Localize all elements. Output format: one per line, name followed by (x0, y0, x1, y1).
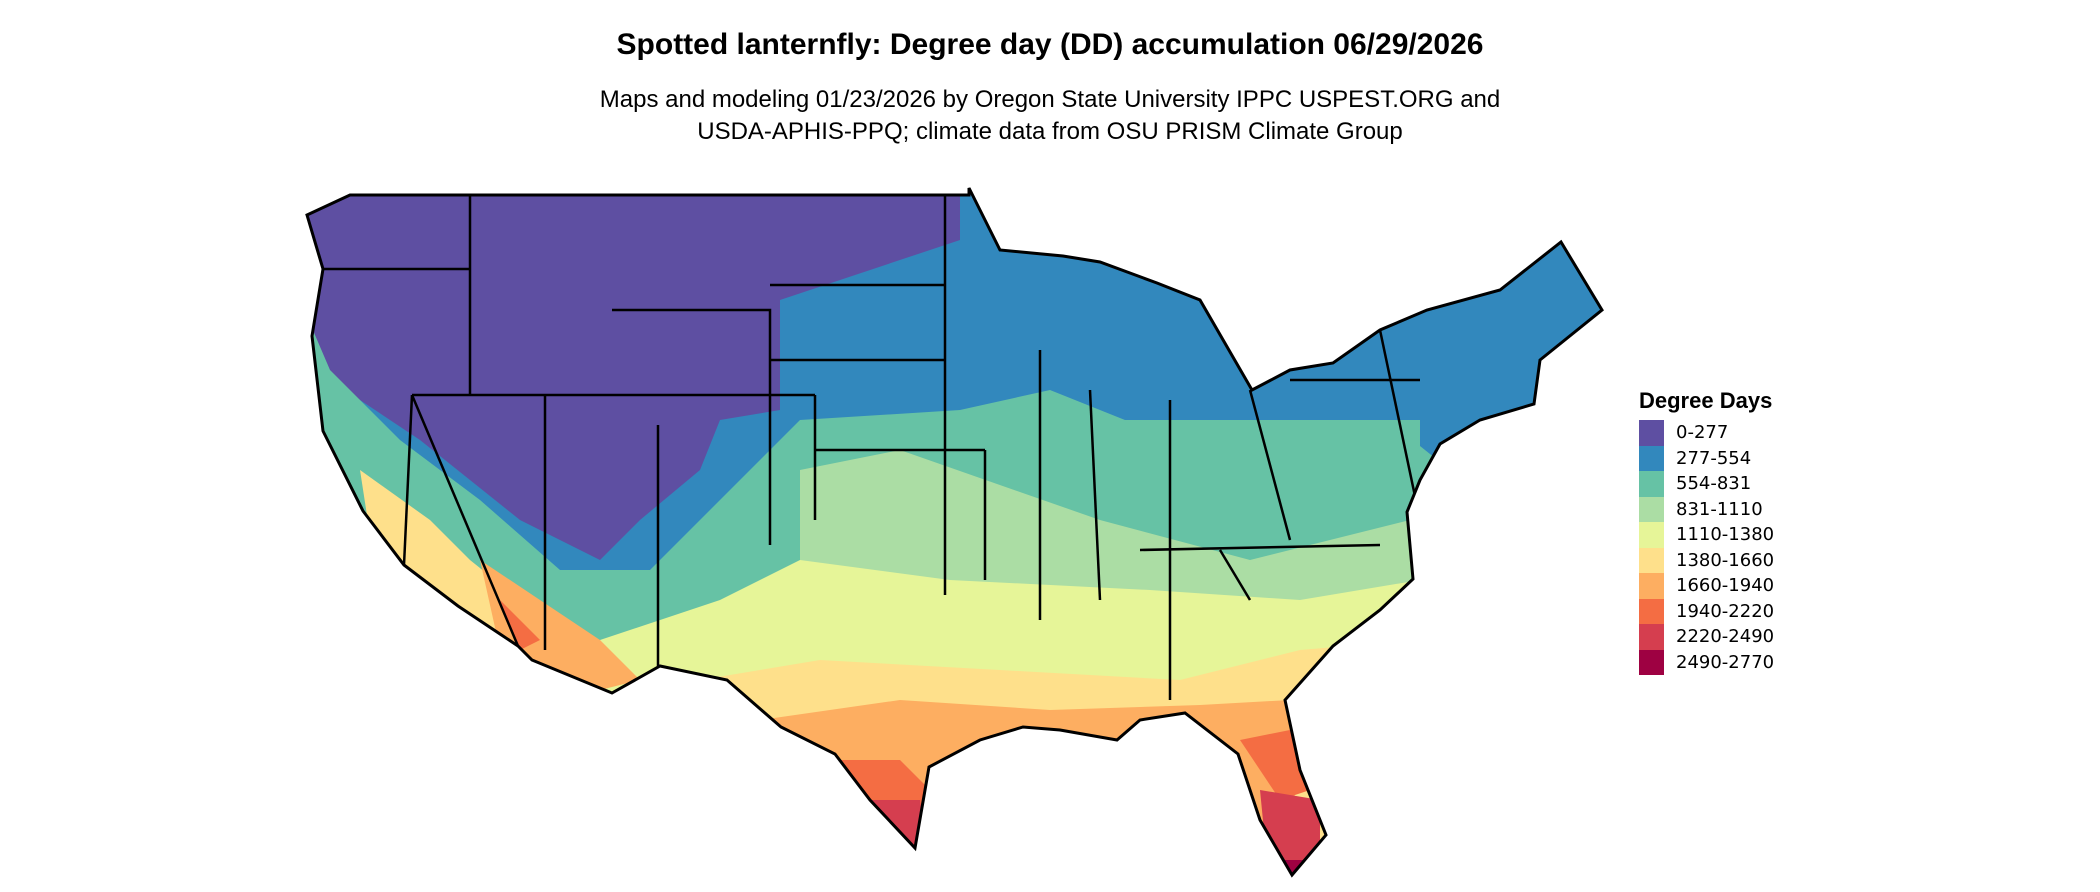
legend-swatch (1639, 624, 1664, 650)
legend-label: 554-831 (1676, 473, 1752, 495)
legend-label: 1110-1380 (1676, 524, 1775, 546)
legend-swatch (1639, 649, 1664, 675)
state-border (1248, 389, 1292, 541)
legend-label: 0-277 (1676, 422, 1729, 444)
dd-region-1940-2220 (500, 600, 540, 650)
dd-region-831-1110 (800, 450, 1420, 620)
legend-swatch (1639, 420, 1664, 446)
state-border (1088, 389, 1102, 601)
legend-item: 554-831 (1639, 471, 1774, 497)
dd-region-1940-2220 (1240, 730, 1310, 800)
legend-swatch (1639, 522, 1664, 548)
dd-region-1380-1660 (700, 640, 1420, 875)
map-subtitle-line-2: USDA-APHIS-PPQ; climate data from OSU PR… (697, 118, 1403, 145)
legend-title: Degree Days (1639, 388, 1773, 413)
legend-swatch (1639, 573, 1664, 599)
legend-item: 831-1110 (1639, 496, 1774, 522)
legend-label: 277-554 (1676, 447, 1752, 469)
legend-item: 1380-1660 (1639, 547, 1775, 573)
dd-region-0-277 (307, 190, 960, 560)
legend-swatch (1639, 496, 1664, 522)
state-border (410, 394, 520, 647)
legend-item: 277-554 (1639, 445, 1774, 471)
state-border (1378, 329, 1422, 521)
legend-label: 1380-1660 (1676, 549, 1775, 571)
state-border (1139, 543, 1381, 552)
legend: Degree Days 0-277 277-554 554-831 831-1110 1… (1639, 388, 1774, 675)
legend-item: 0-277 (1639, 420, 1774, 446)
legend-item: 2220-2490 (1639, 624, 1774, 650)
legend-swatch (1639, 598, 1664, 624)
state-border (1218, 549, 1252, 601)
legend-label: 1940-2220 (1676, 600, 1775, 622)
legend-item: 1110-1380 (1639, 522, 1774, 548)
dd-region-2220-2490 (1260, 790, 1320, 875)
legend-swatch (1639, 547, 1664, 573)
legend-label: 2220-2490 (1676, 626, 1775, 648)
state-border (612, 308, 772, 545)
legend-swatch (1639, 445, 1664, 471)
legend-item: 1660-1940 (1639, 573, 1774, 599)
legend-item: 2490-2770 (1639, 649, 1775, 675)
legend-item: 1940-2220 (1639, 598, 1775, 624)
legend-label: 1660-1940 (1676, 575, 1775, 597)
legend-swatch (1639, 471, 1664, 497)
map-title: Spotted lanternfly: Degree day (DD) accu… (616, 28, 1484, 61)
legend-label: 831-1110 (1676, 498, 1763, 520)
state-border (402, 394, 414, 566)
map-subtitle-line-1: Maps and modeling 01/23/2026 by Oregon S… (599, 86, 1501, 113)
legend-label: 2490-2770 (1676, 651, 1775, 673)
